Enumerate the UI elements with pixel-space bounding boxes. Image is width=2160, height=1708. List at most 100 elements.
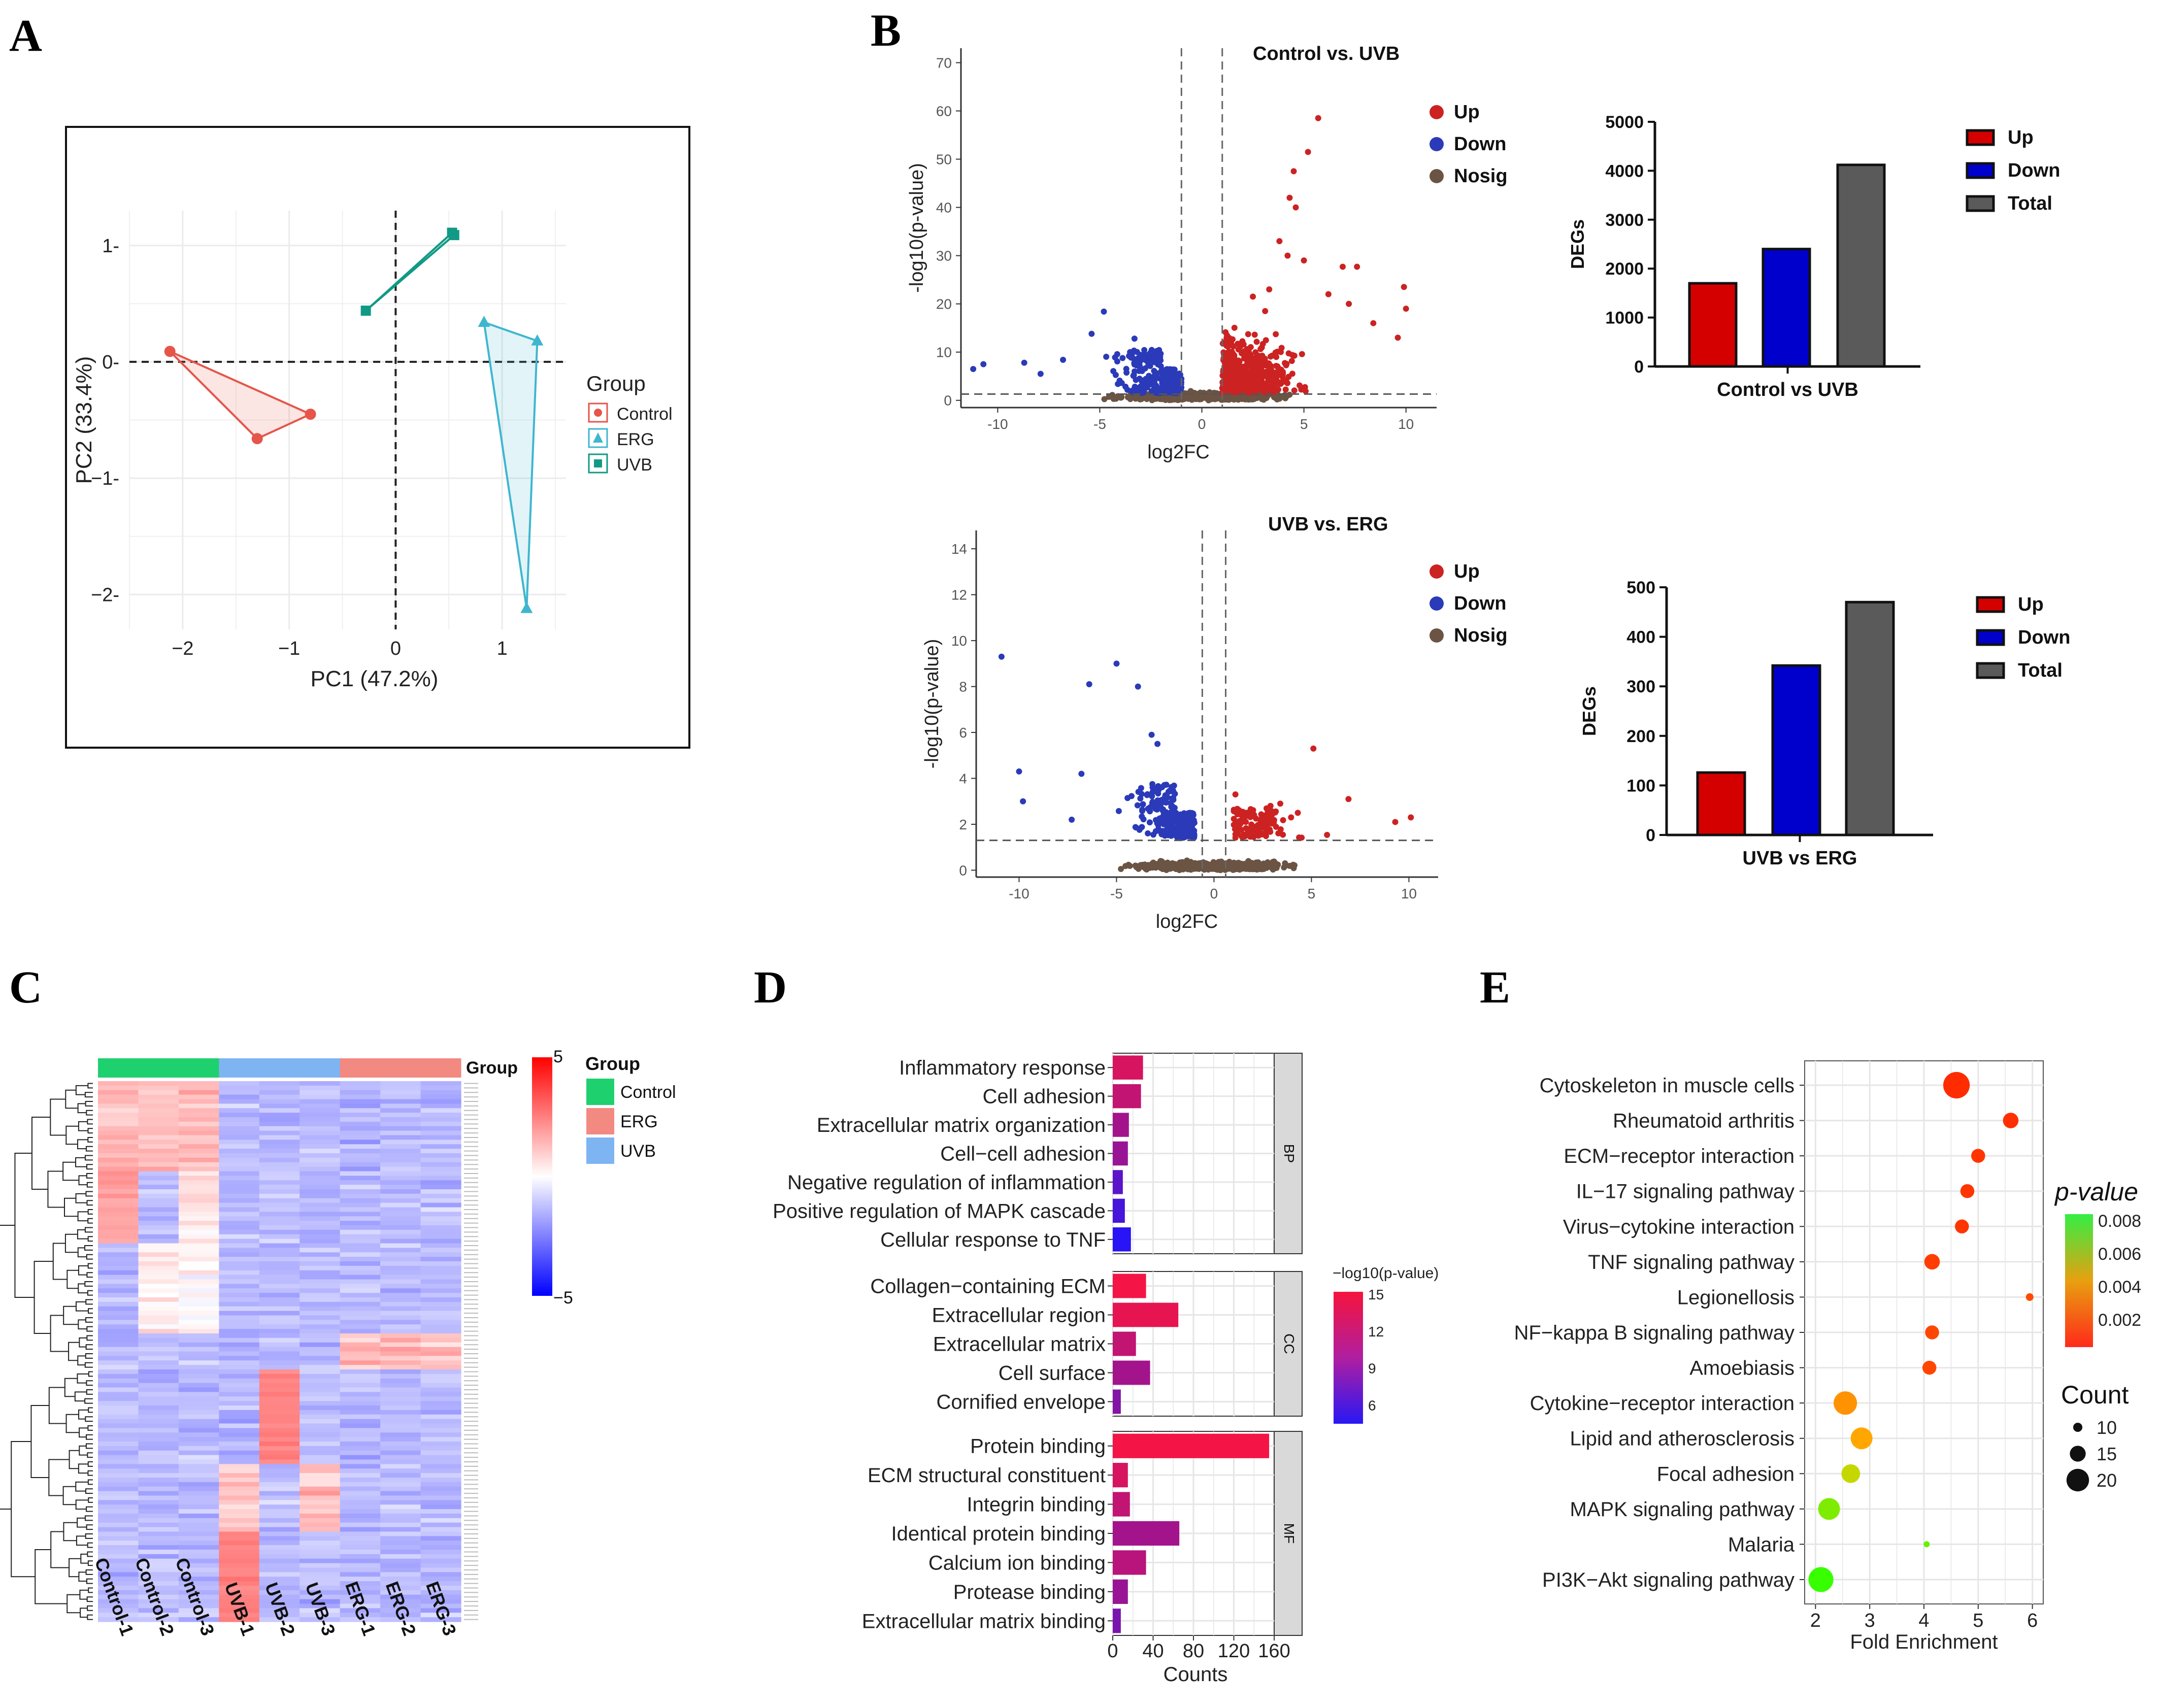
heatmap-cell (138, 1090, 179, 1095)
heatmap-cell (98, 1531, 139, 1536)
dendrogram-branch (77, 1517, 87, 1528)
heatmap-cell (219, 1333, 260, 1338)
heatmap-cell (300, 1531, 341, 1536)
heatmap-cell (178, 1153, 219, 1158)
pathway-label-lipid-and-atherosclerosis: Lipid and atherosclerosis (1570, 1428, 1795, 1450)
heatmap-cell (98, 1410, 139, 1415)
heatmap-cell (178, 1550, 219, 1555)
heatmap-cell (219, 1126, 260, 1131)
up-point (1243, 378, 1250, 384)
down-point (1122, 383, 1129, 390)
heatmap-cell (259, 1608, 300, 1613)
heatmap-cell (219, 1522, 260, 1528)
heatmap-cell (380, 1311, 421, 1316)
heatmap-cell (259, 1401, 300, 1406)
x-tick-label: −2 (172, 638, 193, 659)
heatmap-cell (138, 1221, 179, 1226)
x-tick-label: 6 (2027, 1610, 2038, 1631)
heatmap-cell (420, 1586, 461, 1591)
heatmap-cell (98, 1482, 139, 1487)
legend-marker-nosig (1430, 628, 1444, 643)
legend-label-uvb: UVB (620, 1142, 656, 1161)
dendrogram-branch (78, 1121, 88, 1131)
group-band-uvb (219, 1058, 260, 1078)
heatmap-cell (219, 1301, 260, 1307)
heatmap-cell (380, 1527, 421, 1532)
heatmap-cell (420, 1229, 461, 1235)
dendrogram-branch (88, 1407, 93, 1413)
heatmap-cell (259, 1437, 300, 1442)
heatmap-cell (380, 1130, 421, 1136)
heatmap-cell (138, 1365, 179, 1370)
heatmap-cell (420, 1135, 461, 1140)
nosig-point (1174, 865, 1180, 872)
nosig-point (1282, 862, 1289, 869)
bubble-nf-kappa-b-signaling-pathway (1925, 1325, 1939, 1339)
heatmap-cell (138, 1392, 179, 1397)
up-point (1259, 341, 1266, 347)
heatmap-cell (98, 1085, 139, 1091)
dendrogram-branch (86, 1326, 93, 1332)
heatmap-cell (98, 1473, 139, 1478)
heatmap-cell (420, 1090, 461, 1095)
up-point (1264, 824, 1271, 831)
heatmap-cell (420, 1293, 461, 1298)
heatmap-cell (380, 1153, 421, 1158)
heatmap-cell (420, 1333, 461, 1338)
up-point (1266, 286, 1273, 293)
heatmap-cell (259, 1414, 300, 1420)
heatmap-cell (219, 1094, 260, 1100)
heatmap-cell (300, 1581, 341, 1586)
heatmap-cell (138, 1554, 179, 1559)
heatmap-cell (380, 1162, 421, 1167)
heatmap-cell (259, 1342, 300, 1348)
heatmap-cell (380, 1383, 421, 1388)
dendrogram-branch (77, 1355, 86, 1366)
heatmap-cell (380, 1514, 421, 1519)
point-erg (478, 316, 490, 327)
heatmap-cell (219, 1369, 260, 1375)
bar-total (1845, 600, 1895, 836)
heatmap-cell (340, 1613, 381, 1618)
heatmap-cell (340, 1108, 381, 1113)
heatmap-cell (219, 1157, 260, 1163)
heatmap-cell (420, 1221, 461, 1226)
heatmap-cell (340, 1117, 381, 1122)
x-tick-label: -5 (1110, 886, 1123, 901)
heatmap-cell (259, 1478, 300, 1483)
heatmap-cell (138, 1423, 179, 1428)
down-point (1141, 377, 1148, 384)
up-point (1219, 373, 1226, 379)
heatmap-cell (138, 1275, 179, 1280)
scale-label-max: 5 (553, 1047, 563, 1066)
size-legend-dot (2070, 1446, 2086, 1462)
dendrogram-branch (14, 1153, 35, 1298)
heatmap-cell (138, 1265, 179, 1271)
dendrogram-branch (86, 1335, 93, 1341)
heatmap-cell (219, 1315, 260, 1320)
heatmap-cell (138, 1486, 179, 1492)
volcano-title: UVB vs. ERG (1268, 514, 1388, 535)
point-uvb (449, 230, 459, 241)
heatmap-cell (380, 1586, 421, 1591)
legend-label-erg: ERG (620, 1112, 658, 1131)
heatmap-cell (340, 1518, 381, 1523)
heatmap-cell (178, 1577, 219, 1582)
bar-cell-cell-adhesion (1113, 1141, 1128, 1166)
dendrogram-branch (86, 1596, 93, 1602)
heatmap-cell (219, 1265, 260, 1271)
heatmap-cell (300, 1085, 341, 1091)
heatmap-cell (178, 1419, 219, 1424)
heatmap-cell (138, 1094, 179, 1100)
heatmap-cell (380, 1297, 421, 1302)
heatmap-cell (259, 1392, 300, 1397)
x-tick-label: -5 (1093, 416, 1106, 432)
heatmap-cell (380, 1405, 421, 1411)
heatmap-cell (178, 1094, 219, 1100)
heatmap-cell (138, 1149, 179, 1154)
heatmap-cell (178, 1306, 219, 1312)
up-point (1228, 340, 1235, 347)
heatmap-cell (219, 1108, 260, 1113)
heatmap-cell (219, 1320, 260, 1325)
heatmap-cell (420, 1500, 461, 1505)
